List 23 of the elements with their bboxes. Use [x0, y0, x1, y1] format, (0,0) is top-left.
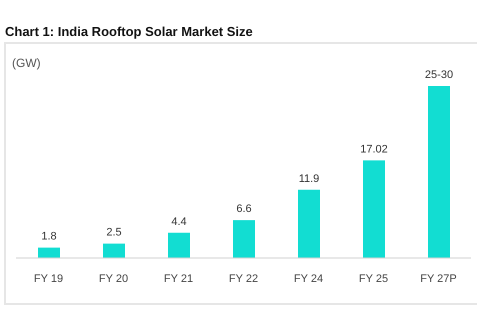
bar — [38, 248, 60, 258]
data-label: 4.4 — [171, 216, 187, 228]
data-label: 17.02 — [360, 143, 388, 156]
data-label: 11.9 — [298, 172, 320, 185]
data-label: 2.5 — [106, 226, 122, 239]
chart-title: Chart 1: India Rooftop Solar Market Size — [5, 24, 253, 39]
bar — [168, 232, 190, 258]
bar — [233, 220, 255, 258]
x-tick-label: FY 21 — [164, 272, 194, 285]
y-axis-title: (GW) — [12, 56, 41, 70]
bar — [103, 244, 125, 258]
x-tick-label: FY 22 — [228, 272, 258, 285]
data-label: 6.6 — [236, 203, 252, 216]
x-tick-label: FY 20 — [98, 272, 128, 285]
bar — [428, 86, 450, 258]
data-label: 25-30 — [424, 69, 454, 81]
x-tick-label: FY 25 — [358, 272, 388, 285]
bar — [298, 190, 320, 258]
x-tick-label: FY 19 — [34, 272, 64, 285]
bar — [363, 160, 385, 258]
data-label: 1.8 — [41, 230, 57, 243]
x-tick-label: FY 24 — [294, 272, 324, 285]
x-tick-label: FY 27P — [420, 272, 457, 285]
